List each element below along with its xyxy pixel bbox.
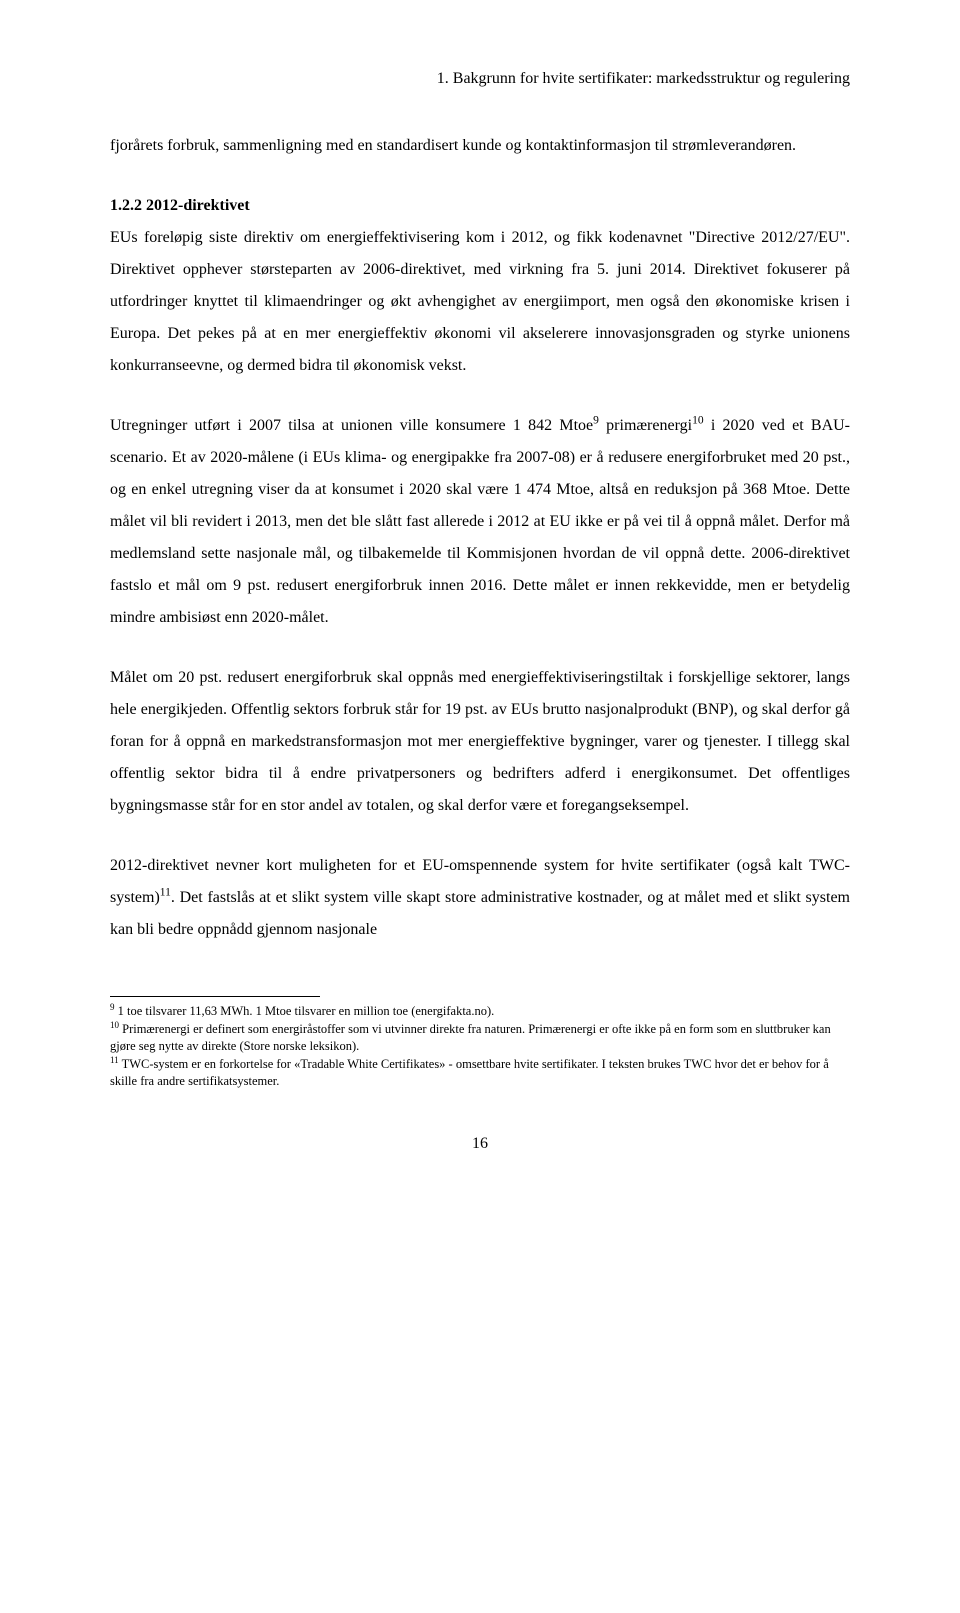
section-heading: 1.2.2 2012-direktivet <box>110 190 850 222</box>
body-paragraph-1: EUs foreløpig siste direktiv om energief… <box>110 222 850 382</box>
body-paragraph-3: Målet om 20 pst. redusert energiforbruk … <box>110 662 850 822</box>
footnote-ref-11: 11 <box>160 887 171 899</box>
document-page: 1. Bakgrunn for hvite sertifikater: mark… <box>0 0 960 1203</box>
footnote-text: 1 toe tilsvarer 11,63 MWh. 1 Mtoe tilsva… <box>115 1004 495 1018</box>
footnote-11: 11 TWC-system er en forkortelse for «Tra… <box>110 1056 850 1090</box>
footnotes-block: 9 1 toe tilsvarer 11,63 MWh. 1 Mtoe tils… <box>110 1003 850 1089</box>
body-text: Utregninger utført i 2007 tilsa at union… <box>110 417 593 434</box>
footnote-number: 10 <box>110 1020 119 1030</box>
body-text: primærenergi <box>599 417 692 434</box>
footnote-text: TWC-system er en forkortelse for «Tradab… <box>110 1057 829 1088</box>
footnote-number: 11 <box>110 1054 119 1064</box>
running-header: 1. Bakgrunn for hvite sertifikater: mark… <box>110 70 850 88</box>
page-number: 16 <box>110 1135 850 1153</box>
body-paragraph-2: Utregninger utført i 2007 tilsa at union… <box>110 410 850 634</box>
footnote-10: 10 Primærenergi er definert som energirå… <box>110 1021 850 1055</box>
body-text: . Det fastslås at et slikt system ville … <box>110 889 850 938</box>
footnote-ref-10: 10 <box>692 415 704 427</box>
footnote-9: 9 1 toe tilsvarer 11,63 MWh. 1 Mtoe tils… <box>110 1003 850 1020</box>
body-text: i 2020 ved et BAU-scenario. Et av 2020-m… <box>110 417 850 626</box>
footnote-separator <box>110 996 320 997</box>
intro-paragraph: fjorårets forbruk, sammenligning med en … <box>110 130 850 162</box>
footnote-text: Primærenergi er definert som energiråsto… <box>110 1022 831 1053</box>
body-paragraph-4: 2012-direktivet nevner kort muligheten f… <box>110 850 850 946</box>
